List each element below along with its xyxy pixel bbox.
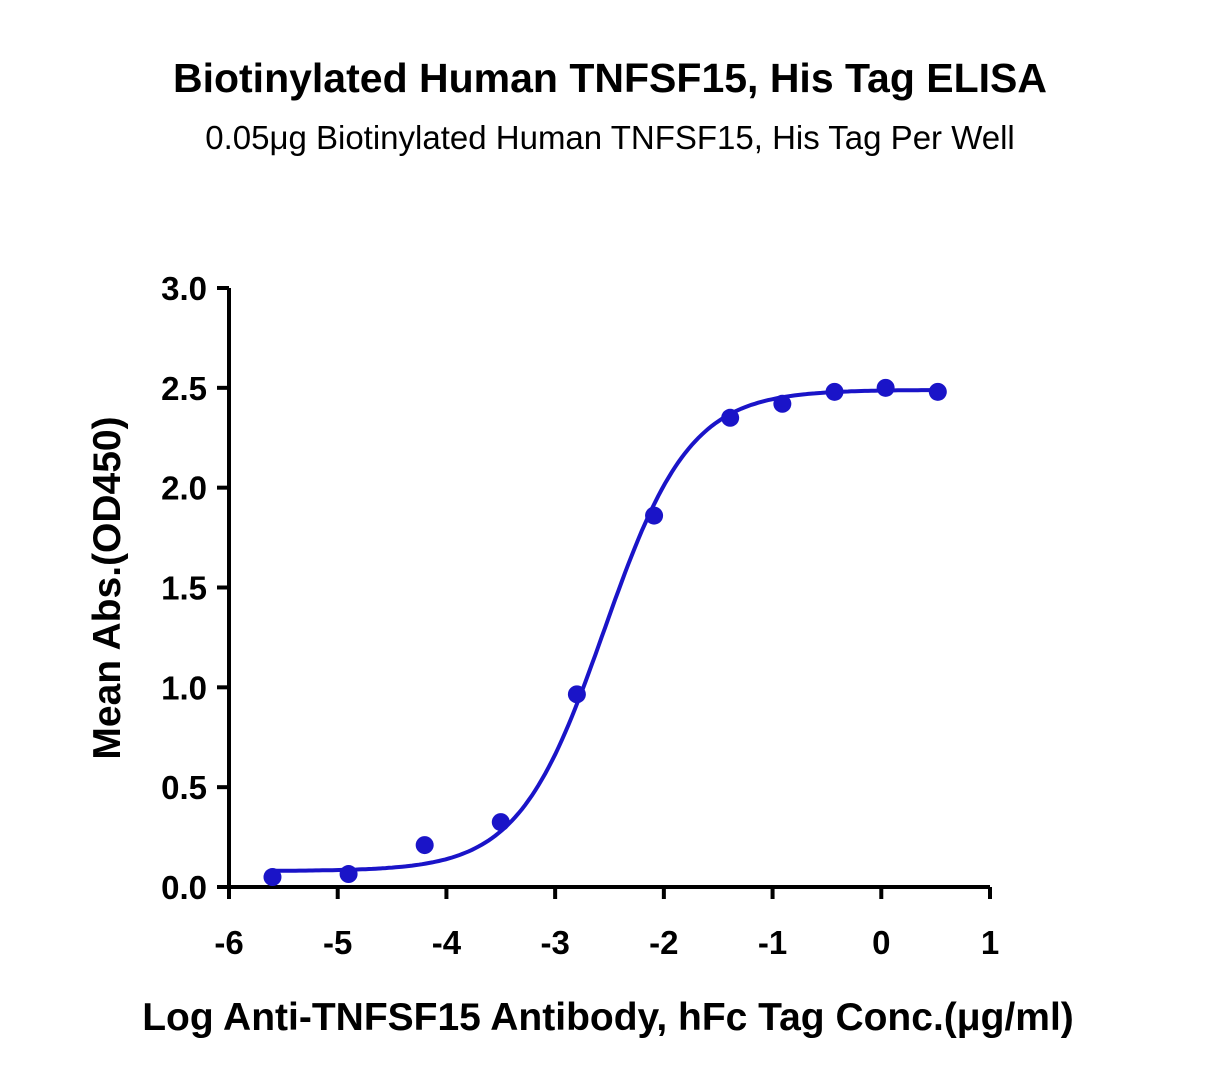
y-tick-label: 3.0 [161, 270, 207, 307]
chart-title: Biotinylated Human TNFSF15, His Tag ELIS… [173, 55, 1047, 101]
data-point [263, 868, 282, 887]
y-tick-label: 0.5 [161, 769, 207, 806]
x-tick-label: 0 [872, 924, 890, 961]
data-point [645, 506, 664, 525]
y-tick-label: 0.0 [161, 869, 207, 906]
x-tick-label: -5 [323, 924, 352, 961]
y-tick-label: 1.0 [161, 669, 207, 706]
data-point [825, 382, 844, 401]
data-point [415, 836, 434, 855]
data-point [339, 865, 358, 884]
x-tick-label: -4 [432, 924, 462, 961]
data-point [567, 685, 586, 704]
data-point [721, 408, 740, 427]
x-tick-label: -3 [540, 924, 569, 961]
x-tick-label: -6 [214, 924, 243, 961]
y-tick-label: 2.5 [161, 370, 207, 407]
data-point [491, 813, 510, 832]
x-tick-label: -1 [758, 924, 787, 961]
chart-subtitle: 0.05μg Biotinylated Human TNFSF15, His T… [205, 119, 1015, 156]
data-point [928, 382, 947, 401]
data-point [773, 394, 792, 413]
fit-curve [272, 388, 938, 873]
x-axis-label: Log Anti-TNFSF15 Antibody, hFc Tag Conc.… [142, 996, 1074, 1039]
x-tick-label: -2 [649, 924, 678, 961]
y-tick-label: 1.5 [161, 570, 207, 607]
y-tick-label: 2.0 [161, 470, 207, 507]
data-point [876, 378, 895, 397]
x-tick-label: 1 [981, 924, 999, 961]
y-axis-label: Mean Abs.(OD450) [86, 416, 129, 759]
